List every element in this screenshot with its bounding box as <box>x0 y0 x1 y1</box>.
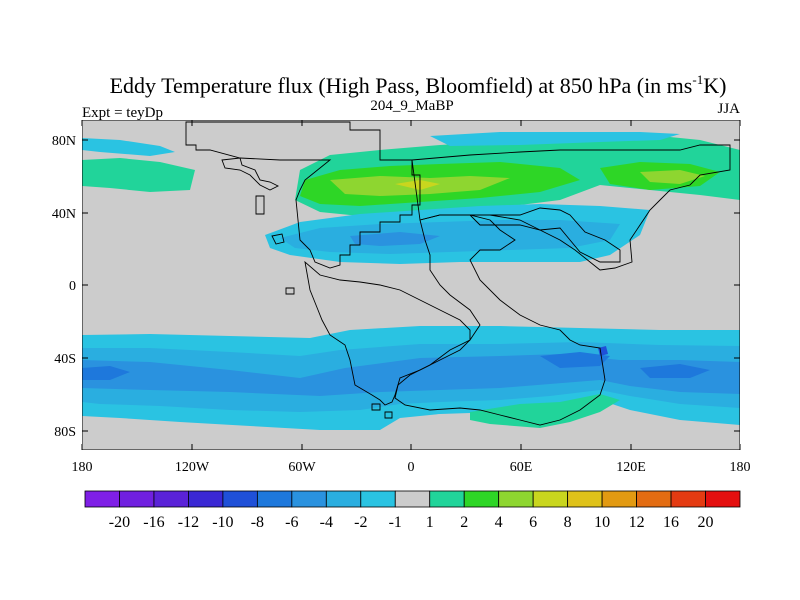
colorbar-swatch <box>360 490 396 508</box>
experiment-label: Expt = teyDp <box>82 105 163 121</box>
nh-arctic-blue-west <box>82 138 175 156</box>
colorbar-swatch <box>222 490 258 508</box>
colorbar: -20 -16 -12 -10 -8 -6 -4 -2 -1 1 2 4 6 8 10 12 16 20 <box>84 490 741 531</box>
colorbar-swatch <box>188 490 224 508</box>
field-plot <box>82 120 740 450</box>
lon-tick-label: 180 <box>730 460 751 475</box>
lon-tick-label: 180 <box>72 460 93 475</box>
colorbar-label: -6 <box>285 514 298 531</box>
africa-outline <box>394 214 606 426</box>
colorbar-label: -8 <box>251 514 264 531</box>
island-2 <box>271 233 285 245</box>
sh-blue-core-east <box>640 364 710 378</box>
colorbar-swatch <box>601 490 637 508</box>
colorbar-swatch <box>636 490 672 508</box>
colorbar-label: 10 <box>594 514 610 531</box>
island-4 <box>371 403 381 411</box>
colorbar-swatch <box>498 490 534 508</box>
sh-blue-core-west <box>82 366 130 380</box>
lon-tick-label: 120W <box>175 460 210 475</box>
colorbar-swatch <box>153 490 189 508</box>
antarctic-grey-gap <box>400 414 470 428</box>
nh-yellow-spot <box>395 180 440 190</box>
nh-blue-core <box>350 232 440 246</box>
colorbar-label: -2 <box>354 514 367 531</box>
colorbar-label: 6 <box>529 514 537 531</box>
colorbar-label: -16 <box>143 514 164 531</box>
lat-tick-label: 80S <box>54 425 76 440</box>
colorbar-swatch <box>325 490 362 508</box>
figure-title: Eddy Temperature flux (High Pass, Bloomf… <box>110 72 727 98</box>
island-5 <box>384 411 393 419</box>
colorbar-swatch <box>256 490 293 508</box>
colorbar-swatch <box>463 490 500 508</box>
mediterranean-outline <box>468 207 621 263</box>
colorbar-label: 4 <box>495 514 503 531</box>
sh-blue-core-mid <box>540 352 610 368</box>
colorbar-label: -12 <box>178 514 199 531</box>
island-1 <box>255 195 265 215</box>
lat-tick-label: 40N <box>52 207 76 222</box>
land-outlines <box>185 121 731 426</box>
lat-tick-label: 80N <box>52 134 76 149</box>
colorbar-label: -4 <box>320 514 333 531</box>
colorbar-swatch <box>705 490 741 508</box>
lat-tick-label: 40S <box>54 352 76 367</box>
lon-tick-label: 60W <box>288 460 316 475</box>
nh-teal-west <box>82 158 195 192</box>
longitude-axis: 180 120W 60W 0 60E 120E 180 <box>72 120 751 475</box>
colorbar-label: 20 <box>698 514 714 531</box>
south-america-outline <box>304 260 471 406</box>
colorbar-label: -10 <box>212 514 233 531</box>
lon-tick-label: 120E <box>616 460 646 475</box>
colorbar-swatch <box>567 490 603 508</box>
colorbar-label: 2 <box>460 514 468 531</box>
season-label: JJA <box>717 101 740 117</box>
north-america-outline <box>185 121 421 269</box>
lat-tick-label: 0 <box>69 279 76 294</box>
colorbar-swatch <box>291 490 327 508</box>
latitude-axis: 80N 40N 0 40S 80S <box>52 134 740 440</box>
colorbar-swatch <box>670 490 706 508</box>
colorbar-label: 1 <box>426 514 434 531</box>
colorbar-label: -20 <box>109 514 130 531</box>
colorbar-label: 12 <box>629 514 645 531</box>
island-3 <box>285 287 295 295</box>
colorbar-label: -1 <box>389 514 402 531</box>
colorbar-swatch <box>532 490 569 508</box>
nh-arctic-blue-east <box>430 132 680 146</box>
colorbar-swatch <box>394 490 431 508</box>
antarctic-teal <box>470 394 620 428</box>
greenland-outline <box>221 157 280 191</box>
lon-tick-label: 0 <box>408 460 415 475</box>
lon-tick-label: 60E <box>510 460 533 475</box>
nh-yellowgreen-east <box>640 170 705 184</box>
colorbar-swatch <box>429 490 465 508</box>
run-label: 204_9_MaBP <box>370 98 453 114</box>
colorbar-swatch <box>84 490 120 508</box>
eurasia-outline <box>411 144 731 271</box>
colorbar-swatch <box>119 490 155 508</box>
colorbar-label: 16 <box>663 514 679 531</box>
colorbar-label: 8 <box>564 514 572 531</box>
